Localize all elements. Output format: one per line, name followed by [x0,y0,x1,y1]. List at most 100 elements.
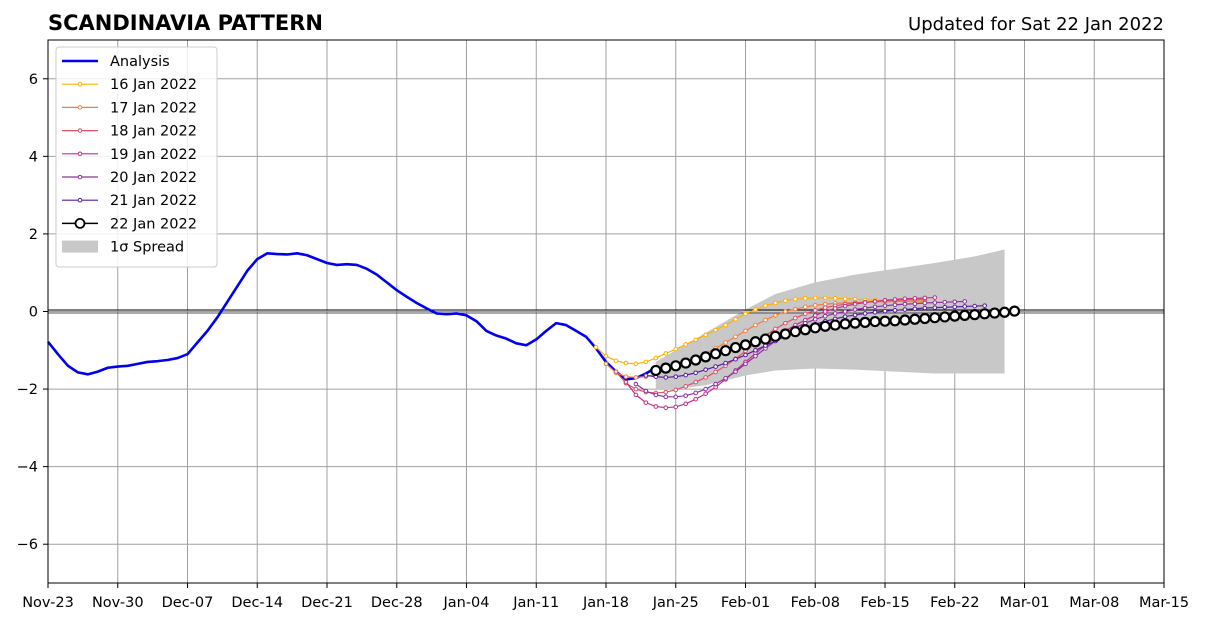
forecast-point [693,337,698,343]
forecast-point [703,386,708,392]
forecast-point [643,359,649,365]
forecast-point [882,297,888,303]
forecast-point [713,327,718,333]
forecast-point [862,311,868,316]
legend-marker [77,105,83,110]
forecast-point [932,300,938,305]
forecast-point [989,307,1001,319]
forecast-point [879,315,891,327]
forecast-point [952,299,958,305]
legend-item: 1σ Spread [62,240,184,256]
forecast-point [613,358,619,364]
forecast-point [653,355,659,361]
legend-marker [77,174,83,180]
legend-item: 19 Jan 2022 [62,147,197,163]
forecast-point [909,313,921,325]
forecast-point [643,373,649,378]
x-tick-label: Jan-18 [582,595,629,611]
x-tick-label: Jan-11 [512,595,559,611]
x-tick-label: Mar-08 [1069,595,1119,611]
forecast-point [972,303,977,309]
legend-item: 22 Jan 2022 [62,216,197,232]
legend-label: 20 Jan 2022 [110,170,197,186]
forecast-point [700,351,712,363]
legend-label: 18 Jan 2022 [110,124,197,140]
forecast-point [822,305,828,310]
forecast-point [1008,305,1021,317]
forecast-point [802,304,808,310]
y-tick-label: 0 [29,305,38,321]
forecast-point [912,306,918,312]
forecast-point [643,388,649,394]
forecast-point [872,309,878,315]
forecast-point [663,375,669,380]
y-tick-label: 2 [29,227,38,243]
forecast-point [889,315,901,327]
forecast-point [969,309,981,321]
forecast-point [789,326,801,338]
forecast-point [663,394,669,400]
forecast-point [922,295,928,301]
forecast-point [690,354,702,366]
legend-label: 1σ Spread [110,240,184,256]
forecast-point [872,304,878,310]
forecast-point [799,324,811,336]
forecast-point [962,299,968,304]
forecast-point [959,309,971,321]
y-tick-label: −2 [17,382,38,398]
spread-layer [655,249,1005,390]
forecast-point [670,360,682,372]
forecast-point [829,319,841,331]
forecast-point [902,301,908,307]
x-tick-label: Feb-22 [930,595,979,611]
forecast-point [633,386,639,392]
x-tick-label: Jan-04 [442,595,489,611]
forecast-point [842,314,848,319]
forecast-point [842,296,848,302]
forecast-point [703,367,708,372]
forecast-point [849,317,861,329]
x-tick-label: Mar-01 [999,595,1049,611]
forecast-point [650,364,662,377]
forecast-point [693,390,698,396]
forecast-point [822,313,828,319]
forecast-point [779,328,791,340]
x-tick-label: Dec-28 [371,595,423,611]
forecast-point [723,360,728,366]
chart-subtitle: Updated for Sat 22 Jan 2022 [908,14,1164,35]
forecast-point [723,322,728,328]
forecast-point [872,299,878,304]
analysis-series [46,252,657,381]
forecast-point [633,375,639,380]
legend-item: 17 Jan 2022 [62,100,197,116]
forecast-point [832,311,838,316]
forecast-point [783,320,788,326]
legend-marker [77,197,83,203]
legend-box [55,46,218,268]
forecast-point [759,333,772,345]
forecast-point [892,308,898,313]
forecast-point [912,301,918,307]
forecast-point [749,336,762,348]
forecast-point [932,295,938,300]
forecast-point [680,357,692,369]
forecast-point [809,322,821,334]
y-tick-label: 6 [29,72,38,88]
forecast-point [763,303,768,308]
chart-title: SCANDINAVIA PATTERN [48,11,323,35]
x-tick-label: Nov-23 [22,595,74,611]
forecast-point [633,381,639,387]
forecast-point [802,296,808,301]
forecast-point [733,316,738,322]
forecast-line [635,300,965,398]
legend-label: 17 Jan 2022 [110,100,197,116]
forecast-point [922,300,928,306]
forecast-point [729,341,742,354]
forecast-point [812,302,818,308]
forecast-point [643,400,649,405]
forecast-point [623,360,629,366]
forecast-point [703,391,708,397]
analysis-line [46,252,657,381]
forecast-point [660,362,672,374]
